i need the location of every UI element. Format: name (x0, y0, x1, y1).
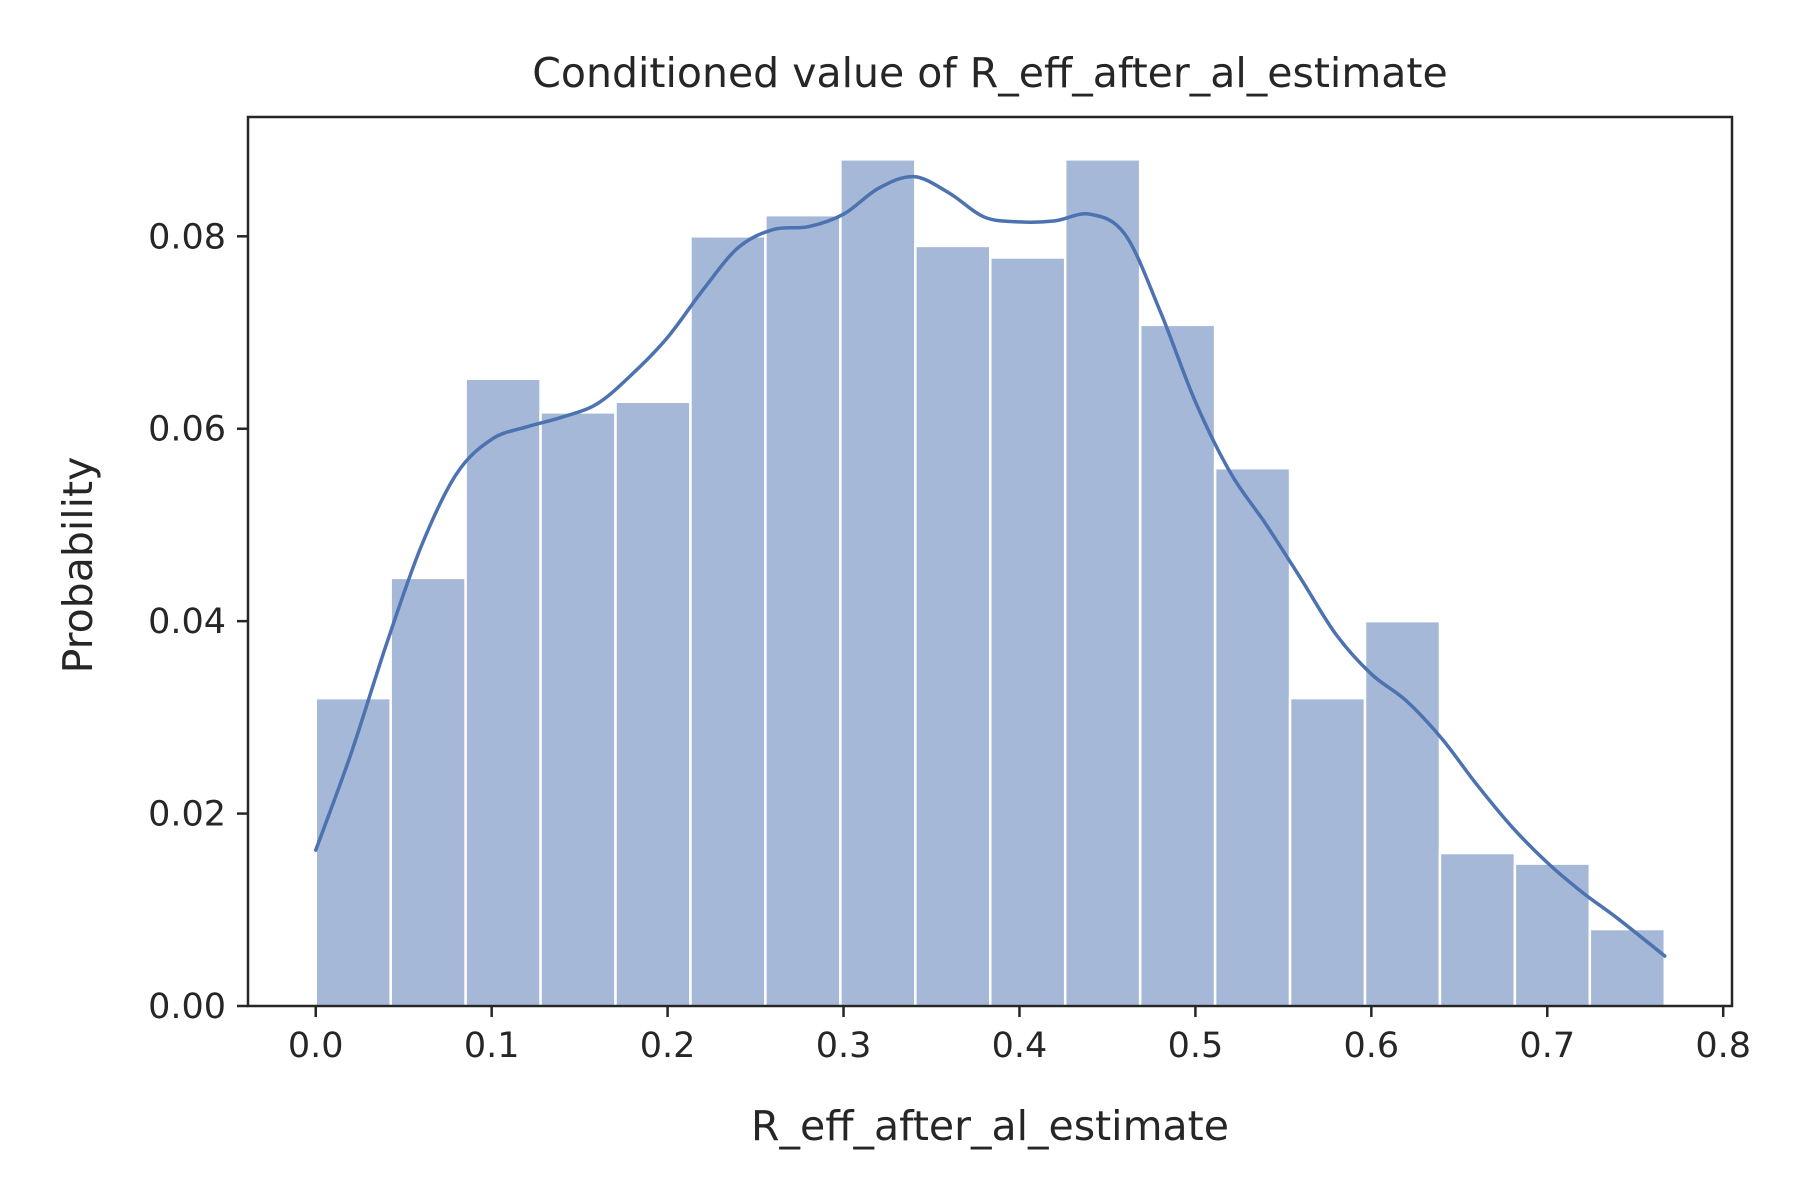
y-tick-label: 0.00 (148, 987, 226, 1027)
x-axis-ticks: 0.0 0.1 0.2 0.3 0.4 0.5 0.6 0.7 0.8 (288, 1006, 1751, 1066)
x-tick-label: 0.1 (464, 1026, 520, 1066)
x-tick-label: 0.6 (1344, 1026, 1400, 1066)
y-tick-label: 0.04 (148, 602, 226, 642)
histogram-bar (1588, 927, 1667, 1008)
histogram-bar (1288, 696, 1367, 1008)
histogram-bar (1213, 466, 1292, 1008)
y-axis-ticks: 0.00 0.02 0.04 0.06 0.08 (148, 217, 248, 1027)
histogram-bar (464, 377, 542, 1008)
plot-frame (246, 115, 1734, 1008)
kde-curve (313, 174, 1667, 958)
x-tick-label: 0.2 (640, 1026, 696, 1066)
x-tick-label: 0.5 (1168, 1026, 1224, 1066)
x-axis-label: R_eff_after_al_estimate (751, 1102, 1229, 1150)
histogram-bar (989, 256, 1067, 1008)
y-axis-label: Probability (54, 457, 102, 674)
histogram-bar (1513, 862, 1592, 1008)
chart-title: Conditioned value of R_eff_after_al_esti… (532, 49, 1447, 97)
x-tick-label: 0.4 (992, 1026, 1048, 1066)
histogram-bar (1138, 323, 1217, 1008)
x-tick-label: 0.0 (288, 1026, 344, 1066)
histogram-bar (839, 158, 917, 1008)
y-tick-label: 0.06 (148, 410, 226, 450)
histogram-bar (1363, 619, 1442, 1008)
histogram-bars (314, 158, 1667, 1008)
histogram-bar (614, 400, 692, 1008)
y-tick-label: 0.02 (148, 795, 226, 835)
histogram-bar (1063, 158, 1142, 1008)
histogram-bar (689, 235, 767, 1008)
histogram-bar (914, 244, 992, 1008)
histogram-bar (764, 213, 842, 1008)
y-tick-label: 0.08 (148, 217, 226, 257)
x-tick-label: 0.8 (1695, 1026, 1751, 1066)
x-tick-label: 0.3 (816, 1026, 872, 1066)
histogram-bar (1438, 851, 1517, 1008)
histogram-bar (539, 411, 617, 1008)
kde-curve-group (313, 174, 1667, 958)
x-tick-label: 0.7 (1519, 1026, 1575, 1066)
histogram-bar (389, 576, 467, 1008)
